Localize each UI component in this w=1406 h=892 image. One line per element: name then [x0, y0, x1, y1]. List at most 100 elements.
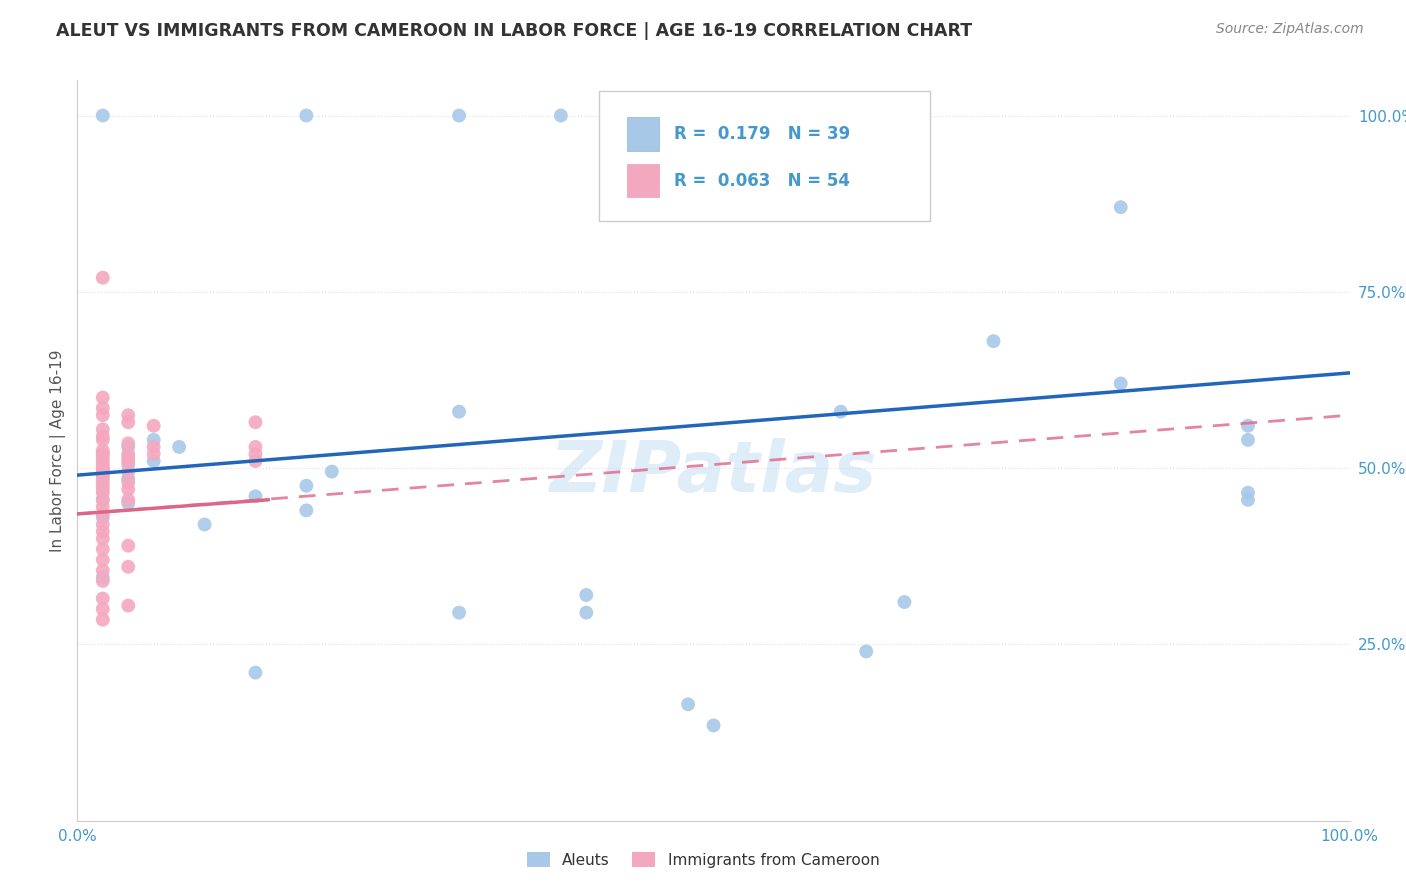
Immigrants from Cameroon	[91, 479, 114, 493]
Immigrants from Cameroon	[91, 472, 114, 486]
Aleuts	[295, 479, 318, 493]
Immigrants from Cameroon	[142, 418, 165, 433]
Text: R =  0.063   N = 54: R = 0.063 N = 54	[673, 171, 851, 190]
Aleuts	[117, 496, 139, 510]
Immigrants from Cameroon	[91, 602, 114, 616]
Aleuts	[295, 503, 318, 517]
Immigrants from Cameroon	[245, 447, 267, 461]
Immigrants from Cameroon	[91, 468, 114, 483]
Immigrants from Cameroon	[91, 458, 114, 472]
Immigrants from Cameroon	[91, 507, 114, 521]
Aleuts	[91, 447, 114, 461]
Immigrants from Cameroon	[91, 574, 114, 588]
Aleuts	[575, 588, 598, 602]
Immigrants from Cameroon	[91, 485, 114, 500]
Immigrants from Cameroon	[91, 553, 114, 567]
Immigrants from Cameroon	[117, 475, 139, 490]
Aleuts	[575, 606, 598, 620]
Immigrants from Cameroon	[91, 429, 114, 443]
Immigrants from Cameroon	[142, 447, 165, 461]
Aleuts	[91, 468, 114, 483]
Immigrants from Cameroon	[91, 401, 114, 416]
Immigrants from Cameroon	[91, 532, 114, 546]
Aleuts	[449, 109, 471, 123]
Immigrants from Cameroon	[91, 517, 114, 532]
Immigrants from Cameroon	[117, 465, 139, 479]
Immigrants from Cameroon	[91, 447, 114, 461]
Immigrants from Cameroon	[245, 454, 267, 468]
Aleuts	[245, 665, 267, 680]
Text: ZIPatlas: ZIPatlas	[550, 438, 877, 508]
Immigrants from Cameroon	[91, 443, 114, 458]
Immigrants from Cameroon	[245, 440, 267, 454]
Aleuts	[1237, 492, 1260, 507]
Text: Source: ZipAtlas.com: Source: ZipAtlas.com	[1216, 22, 1364, 37]
Immigrants from Cameroon	[91, 524, 114, 539]
Immigrants from Cameroon	[91, 454, 114, 468]
Immigrants from Cameroon	[117, 408, 139, 422]
Aleuts	[142, 433, 165, 447]
Aleuts	[91, 109, 114, 123]
Immigrants from Cameroon	[91, 500, 114, 514]
Aleuts	[855, 644, 877, 658]
Aleuts	[983, 334, 1005, 348]
Immigrants from Cameroon	[91, 391, 114, 405]
Immigrants from Cameroon	[91, 492, 114, 507]
Aleuts	[550, 109, 572, 123]
Immigrants from Cameroon	[245, 415, 267, 429]
Aleuts	[1237, 418, 1260, 433]
Immigrants from Cameroon	[91, 270, 114, 285]
Aleuts	[117, 440, 139, 454]
Immigrants from Cameroon	[91, 482, 114, 496]
Immigrants from Cameroon	[91, 461, 114, 475]
Legend: Aleuts, Immigrants from Cameroon: Aleuts, Immigrants from Cameroon	[519, 844, 887, 875]
Aleuts	[321, 465, 343, 479]
Immigrants from Cameroon	[91, 613, 114, 627]
Aleuts	[1237, 433, 1260, 447]
Aleuts	[91, 492, 114, 507]
Aleuts	[676, 698, 699, 712]
Aleuts	[449, 606, 471, 620]
Aleuts	[1109, 200, 1132, 214]
Immigrants from Cameroon	[91, 408, 114, 422]
Immigrants from Cameroon	[91, 542, 114, 557]
Immigrants from Cameroon	[117, 482, 139, 496]
Immigrants from Cameroon	[117, 436, 139, 450]
Aleuts	[295, 109, 318, 123]
Immigrants from Cameroon	[91, 591, 114, 606]
Aleuts	[830, 405, 852, 419]
Aleuts	[117, 458, 139, 472]
Aleuts	[91, 510, 114, 524]
Aleuts	[600, 109, 623, 123]
Immigrants from Cameroon	[117, 415, 139, 429]
Aleuts	[91, 461, 114, 475]
Immigrants from Cameroon	[117, 450, 139, 465]
Immigrants from Cameroon	[142, 440, 165, 454]
Text: ALEUT VS IMMIGRANTS FROM CAMEROON IN LABOR FORCE | AGE 16-19 CORRELATION CHART: ALEUT VS IMMIGRANTS FROM CAMEROON IN LAB…	[56, 22, 973, 40]
Text: R =  0.179   N = 39: R = 0.179 N = 39	[673, 125, 851, 143]
Bar	[627, 118, 659, 151]
Immigrants from Cameroon	[91, 563, 114, 577]
Immigrants from Cameroon	[91, 450, 114, 465]
Immigrants from Cameroon	[117, 539, 139, 553]
Aleuts	[194, 517, 217, 532]
Immigrants from Cameroon	[117, 559, 139, 574]
FancyBboxPatch shape	[599, 91, 929, 221]
Aleuts	[703, 718, 725, 732]
Immigrants from Cameroon	[91, 422, 114, 436]
Aleuts	[893, 595, 915, 609]
Immigrants from Cameroon	[117, 454, 139, 468]
Y-axis label: In Labor Force | Age 16-19: In Labor Force | Age 16-19	[51, 349, 66, 552]
Aleuts	[142, 454, 165, 468]
Immigrants from Cameroon	[117, 447, 139, 461]
Aleuts	[117, 472, 139, 486]
Immigrants from Cameroon	[117, 492, 139, 507]
Aleuts	[91, 570, 114, 584]
Immigrants from Cameroon	[91, 475, 114, 490]
Immigrants from Cameroon	[91, 465, 114, 479]
Aleuts	[1237, 485, 1260, 500]
Immigrants from Cameroon	[91, 433, 114, 447]
Aleuts	[449, 405, 471, 419]
Aleuts	[245, 489, 267, 503]
Immigrants from Cameroon	[117, 599, 139, 613]
